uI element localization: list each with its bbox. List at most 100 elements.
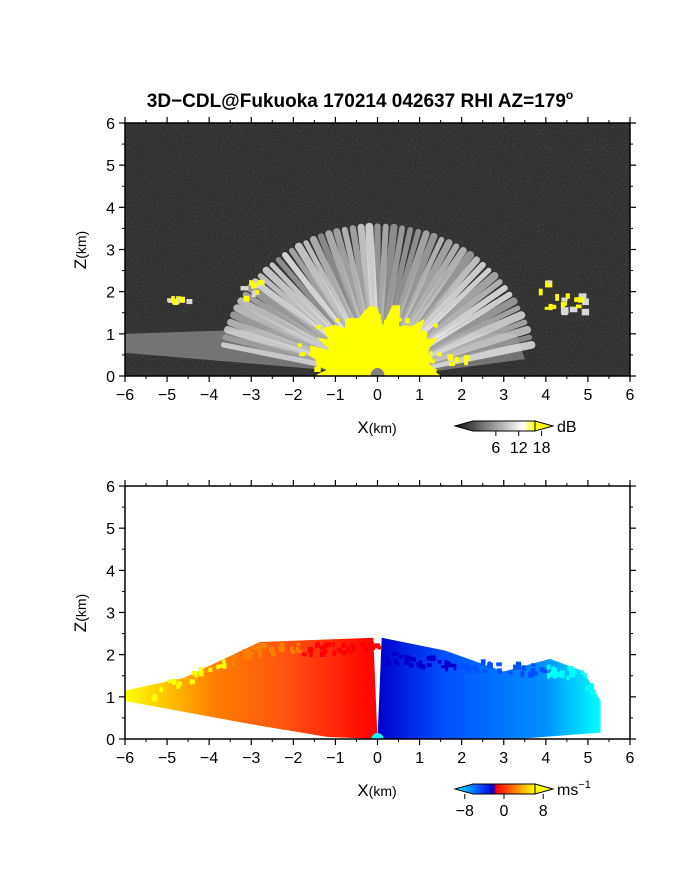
velocity-speckle bbox=[309, 651, 313, 657]
y-tick-label: 5 bbox=[106, 521, 115, 538]
reflectivity-speckle bbox=[356, 346, 361, 352]
y-tick-label: 6 bbox=[106, 479, 115, 496]
velocity-speckle bbox=[363, 646, 368, 653]
velocity-speckle bbox=[171, 679, 176, 685]
colorbar-ticks: −8 0 8 bbox=[456, 794, 548, 820]
reflectivity-speckle bbox=[449, 361, 455, 367]
reflectivity-speckle bbox=[428, 351, 433, 356]
x-tick-label: −1 bbox=[326, 750, 344, 767]
reflectivity-speckle bbox=[346, 362, 352, 368]
velocity-speckle bbox=[516, 664, 522, 669]
velocity-speckle bbox=[437, 660, 442, 664]
radar-origin-marker bbox=[371, 733, 384, 739]
x-tick-label: −6 bbox=[116, 387, 134, 404]
velocity-speckle bbox=[351, 645, 356, 652]
reflectivity-colorbar: dB 6 12 18 bbox=[453, 419, 577, 457]
y-tick-label: 0 bbox=[106, 369, 115, 386]
colorbar-bar bbox=[453, 420, 536, 432]
echo-cluster-speckle bbox=[575, 304, 582, 309]
velocity-speckle bbox=[189, 679, 195, 685]
velocity-speckle bbox=[444, 660, 448, 666]
reflectivity-field bbox=[125, 222, 590, 376]
reflectivity-axes: −6 −5 −4 −3 −2 −1 0 1 2 3 4 5 6 0 1 2 3 4 5 6 bbox=[106, 116, 636, 404]
velocity-speckle bbox=[177, 681, 182, 686]
echo-cluster-speckle bbox=[171, 296, 175, 302]
velocity-speckle bbox=[508, 670, 513, 675]
reflectivity-speckle bbox=[376, 314, 382, 319]
reflectivity-speckle bbox=[421, 330, 425, 336]
velocity-speckle bbox=[349, 650, 353, 655]
y-tick-label: 4 bbox=[106, 200, 115, 217]
reflectivity-speckle bbox=[399, 343, 404, 348]
x-tick-label: −3 bbox=[242, 750, 260, 767]
echo-cluster-speckle bbox=[569, 306, 578, 313]
velocity-speckle bbox=[553, 668, 558, 672]
velocity-speckle bbox=[319, 651, 326, 658]
colorbar-tick-label: 8 bbox=[539, 803, 548, 820]
colorbar-bar bbox=[453, 783, 536, 795]
echo-cluster-speckle bbox=[565, 293, 570, 299]
velocity-speckle bbox=[323, 649, 328, 654]
reflectivity-speckle bbox=[404, 368, 409, 373]
y-tick-label: 2 bbox=[106, 285, 115, 302]
reflectivity-speckle bbox=[352, 356, 358, 361]
x-tick-label: 0 bbox=[373, 387, 382, 404]
velocity-speckle bbox=[460, 663, 467, 670]
x-tick-label: −4 bbox=[200, 750, 218, 767]
x-tick-label: −4 bbox=[200, 387, 218, 404]
velocity-speckle bbox=[590, 689, 597, 696]
echo-cluster-speckle bbox=[243, 295, 250, 302]
reflectivity-speckle bbox=[347, 338, 354, 342]
velocity-speckle bbox=[332, 650, 337, 656]
velocity-speckle bbox=[320, 645, 326, 649]
velocity-speckle bbox=[440, 665, 446, 669]
velocity-speckle bbox=[497, 668, 502, 675]
echo-cluster-speckle bbox=[560, 302, 566, 309]
velocity-speckle bbox=[426, 663, 432, 668]
velocity-speckle bbox=[326, 642, 332, 647]
velocity-speckle bbox=[341, 642, 346, 648]
velocity-speckle bbox=[336, 647, 342, 653]
velocity-speckle bbox=[543, 669, 548, 674]
reflectivity-speckle bbox=[448, 355, 453, 361]
reflectivity-speckle bbox=[433, 323, 438, 328]
y-tick-label: 1 bbox=[106, 690, 115, 707]
velocity-speckle bbox=[346, 646, 351, 652]
reflectivity-speckle bbox=[396, 363, 402, 370]
velocity-speckle bbox=[159, 686, 164, 693]
reflectivity-speckle bbox=[350, 343, 357, 349]
reflectivity-speckle bbox=[350, 328, 358, 333]
velocity-speckle bbox=[374, 643, 380, 649]
x-tick-label: 4 bbox=[541, 750, 550, 767]
velocity-speckle bbox=[291, 650, 296, 654]
reflectivity-speckle bbox=[420, 352, 426, 356]
echo-cluster-speckle bbox=[250, 282, 257, 289]
radar-origin-marker bbox=[370, 368, 385, 376]
velocity-speckle bbox=[221, 659, 226, 664]
echo-cluster-speckle bbox=[582, 298, 589, 306]
reflectivity-speckle bbox=[386, 319, 394, 326]
x-tick-label: −3 bbox=[242, 387, 260, 404]
y-tick-label: 1 bbox=[106, 327, 115, 344]
velocity-speckle bbox=[198, 667, 203, 672]
reflectivity-speckle bbox=[359, 339, 364, 343]
reflectivity-speckle bbox=[383, 327, 387, 332]
velocity-speckle bbox=[403, 659, 410, 665]
echo-cluster-speckle bbox=[254, 289, 259, 295]
velocity-speckle bbox=[522, 665, 526, 671]
reflectivity-speckle bbox=[363, 358, 369, 364]
velocity-speckle bbox=[429, 655, 436, 662]
velocity-speckle bbox=[278, 645, 285, 652]
echo-cluster-speckle bbox=[550, 304, 557, 309]
reflectivity-speckle bbox=[396, 331, 403, 337]
velocity-speckle bbox=[270, 650, 276, 657]
x-tick-label: 1 bbox=[415, 387, 424, 404]
velocity-speckle bbox=[208, 667, 213, 672]
velocity-speckle bbox=[371, 644, 376, 650]
velocity-speckle bbox=[290, 646, 294, 652]
velocity-speckle bbox=[583, 673, 587, 678]
reflectivity-speckle bbox=[330, 344, 337, 351]
y-tick-label: 3 bbox=[106, 606, 115, 623]
